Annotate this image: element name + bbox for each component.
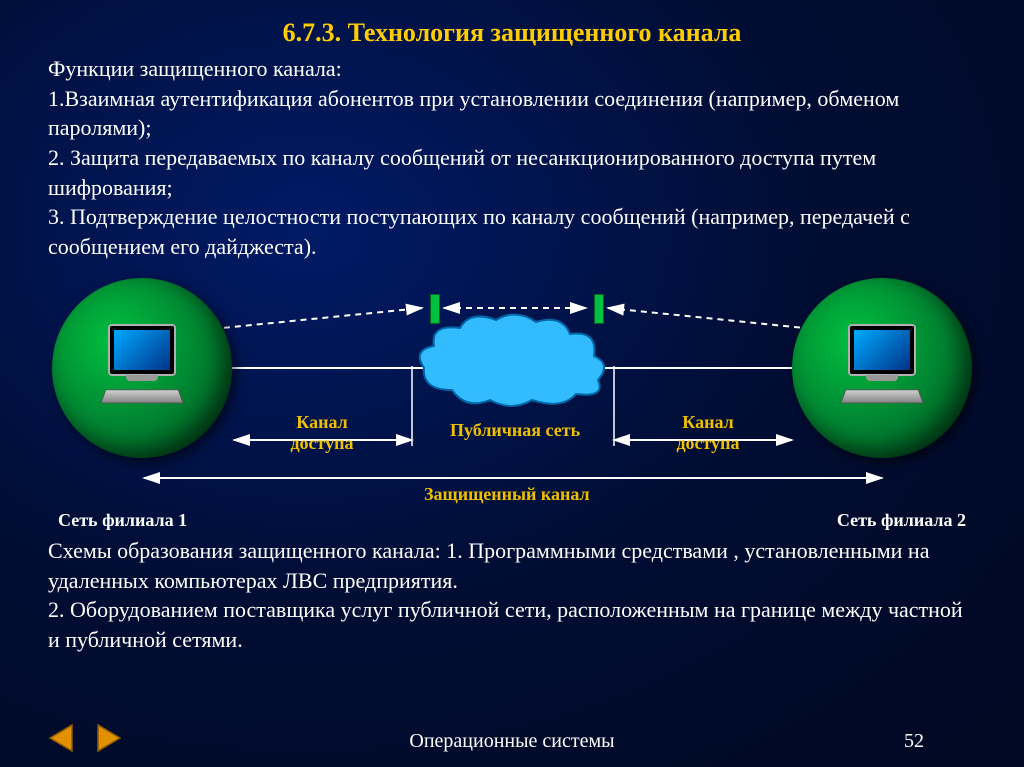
branch-1-label: Сеть филиала 1: [58, 510, 187, 531]
point-2: 2. Защита передаваемых по каналу сообщен…: [48, 143, 976, 202]
access-channel-left-label: Канал доступа: [262, 412, 382, 454]
public-network-cloud: [412, 310, 612, 410]
access-channel-right-label: Канал доступа: [648, 412, 768, 454]
point-1: 1.Взаимная аутентификация абонентов при …: [48, 84, 976, 143]
prev-slide-button[interactable]: [44, 721, 78, 755]
branch-2-label: Сеть филиала 2: [837, 510, 966, 531]
branch-1-node: [52, 278, 232, 458]
network-diagram: Канал доступа Публичная сеть Канал досту…: [52, 270, 972, 510]
scheme-line-2: 2. Оборудованием поставщика услуг публич…: [48, 595, 976, 654]
slide-title: 6.7.3. Технология защищенного канала: [0, 0, 1024, 48]
computer-icon: [837, 324, 927, 404]
branch-2-node: [792, 278, 972, 458]
point-3: 3. Подтверждение целостности поступающих…: [48, 202, 976, 261]
content-bottom: Схемы образования защищенного канала: 1.…: [0, 536, 1024, 655]
scheme-line-1: Схемы образования защищенного канала: 1.…: [48, 536, 976, 595]
content-top: Функции защищенного канала: 1.Взаимная а…: [0, 48, 1024, 262]
intro-line: Функции защищенного канала:: [48, 54, 976, 84]
next-slide-button[interactable]: [92, 721, 126, 755]
public-network-label: Публичная сеть: [450, 420, 580, 441]
page-number: 52: [904, 730, 924, 753]
footer-text: Операционные системы: [0, 730, 1024, 753]
secure-channel-label: Защищенный канал: [424, 484, 590, 505]
computer-icon: [97, 324, 187, 404]
